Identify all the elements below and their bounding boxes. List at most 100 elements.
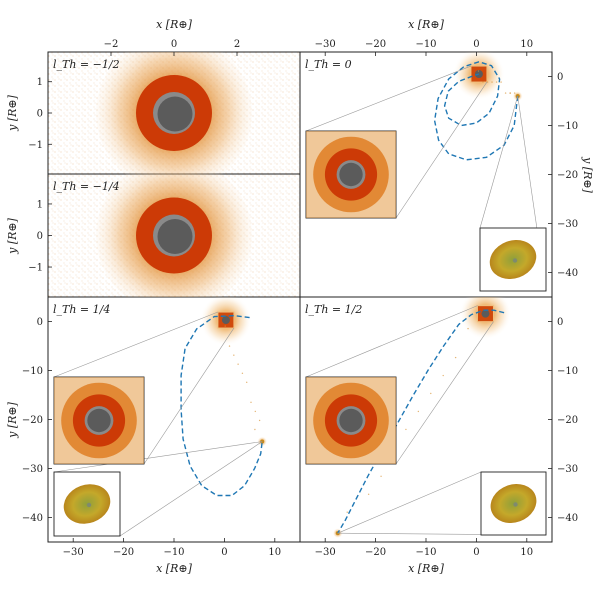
x-tick-label: −10: [415, 547, 436, 558]
y-axis-label-tl-upper: y [R⊕]: [6, 94, 19, 132]
debris-speck: [430, 392, 432, 395]
disc-group-0: [48, 52, 300, 174]
debris-speck: [417, 410, 420, 413]
debris-speck: [224, 325, 226, 327]
debris-speck: [491, 81, 493, 83]
debris-speck: [513, 92, 516, 94]
y-tick-label: 0: [557, 72, 563, 83]
x-axis-label-bottom-right: x [R⊕]: [408, 562, 444, 575]
inset-connector: [337, 471, 482, 534]
y-tick-label: 0: [37, 109, 43, 120]
inset-clump-core: [513, 502, 518, 507]
panel-label-tl-lower: l_Th = −1/4: [53, 180, 120, 193]
x-tick-label: 0: [473, 547, 479, 558]
x-tick-label: −20: [365, 547, 386, 558]
x-tick-label: −30: [63, 547, 84, 558]
y-tick-label: −40: [557, 268, 578, 279]
debris-speck: [250, 401, 252, 404]
y-tick-label: −40: [557, 513, 578, 524]
plot-content: [48, 52, 547, 539]
debris-speck: [467, 327, 469, 330]
y-axis-label-bl: y [R⊕]: [6, 401, 19, 439]
central-body: [221, 316, 230, 325]
y-tick-label: −20: [22, 415, 43, 426]
inset-connector: [305, 65, 472, 132]
inset-core: [339, 408, 363, 433]
y-tick-label: −1: [28, 140, 43, 151]
y-tick-label: −20: [557, 170, 578, 181]
panel-label-tr: l_Th = 0: [305, 58, 352, 71]
inset-core: [87, 408, 111, 433]
debris-speck: [228, 345, 231, 347]
y-tick-label: −10: [22, 366, 43, 377]
x-tick-label: −30: [315, 39, 336, 50]
inset-connector: [395, 81, 488, 219]
debris-speck: [477, 70, 480, 72]
inset-connector: [305, 305, 478, 378]
debris-speck: [233, 354, 235, 356]
y-tick-label: 1: [37, 199, 43, 210]
x-tick-label: 0: [473, 39, 479, 50]
debris-speck: [254, 410, 257, 413]
y-tick-label: 0: [557, 317, 563, 328]
y-tick-label: −10: [557, 121, 578, 132]
x-tick-label: −2: [104, 39, 119, 50]
planet-core: [157, 96, 193, 132]
y-axis-label-tr: y [R⊕]: [581, 156, 594, 194]
inset-clump-core: [86, 502, 92, 508]
y-tick-label: 0: [37, 231, 43, 242]
x-tick-label: −30: [315, 547, 336, 558]
y-tick-label: −30: [557, 464, 578, 475]
debris-speck: [482, 81, 484, 83]
debris-speck: [367, 493, 370, 495]
inset-connector: [395, 321, 494, 465]
y-tick-label: −1: [28, 263, 43, 274]
inset-clump: [489, 239, 537, 280]
debris-speck: [237, 363, 239, 365]
axes: −2 0 2−101−101−30 −20 −10 0 100−10−20−30−40−30…: [22, 39, 578, 558]
x-tick-label: −20: [365, 39, 386, 50]
debris-speck: [486, 81, 489, 83]
inset-clump: [490, 484, 537, 523]
y-axis-label-tl-lower: y [R⊕]: [6, 217, 19, 255]
inset-connector: [479, 96, 519, 229]
panel-label-tl-upper: l_Th = −1/2: [53, 58, 120, 71]
y-tick-label: −30: [557, 219, 578, 230]
x-tick-label: 10: [520, 547, 533, 558]
x-axis-label-top-right: x [R⊕]: [408, 18, 444, 31]
orbit-group-2: [305, 52, 547, 292]
x-tick-label: 0: [171, 39, 177, 50]
y-tick-label: 0: [37, 317, 43, 328]
x-tick-label: −20: [113, 547, 134, 558]
x-tick-label: 2: [234, 39, 240, 50]
debris-speck: [504, 92, 507, 94]
x-tick-label: 10: [520, 39, 533, 50]
inset-connector: [53, 311, 219, 378]
orbit-group-4: [305, 297, 547, 539]
x-tick-label: 0: [221, 547, 227, 558]
debris-speck: [346, 511, 348, 513]
planet-core: [157, 219, 193, 254]
debris-speck: [495, 81, 498, 83]
inset-clump: [63, 484, 111, 524]
debris-speck: [241, 372, 244, 374]
orbit-trajectory: [337, 309, 505, 534]
y-tick-label: −40: [22, 513, 43, 524]
debris-speck: [380, 475, 382, 478]
debris-speck: [442, 374, 444, 377]
central-body: [474, 70, 483, 79]
orbit-trajectory: [433, 61, 519, 161]
debris-speck: [258, 419, 261, 422]
debris-speck: [500, 81, 502, 83]
debris-speck: [454, 356, 457, 359]
orbit-group-3: [53, 297, 268, 537]
panel-label-bl: l_Th = 1/4: [53, 303, 110, 316]
y-tick-label: −10: [557, 366, 578, 377]
y-tick-label: 1: [37, 77, 43, 88]
inset-connector: [143, 327, 235, 465]
inset-clump-core: [512, 258, 518, 263]
y-tick-label: −30: [22, 464, 43, 475]
debris-speck: [405, 428, 407, 431]
x-tick-label: −10: [415, 39, 436, 50]
